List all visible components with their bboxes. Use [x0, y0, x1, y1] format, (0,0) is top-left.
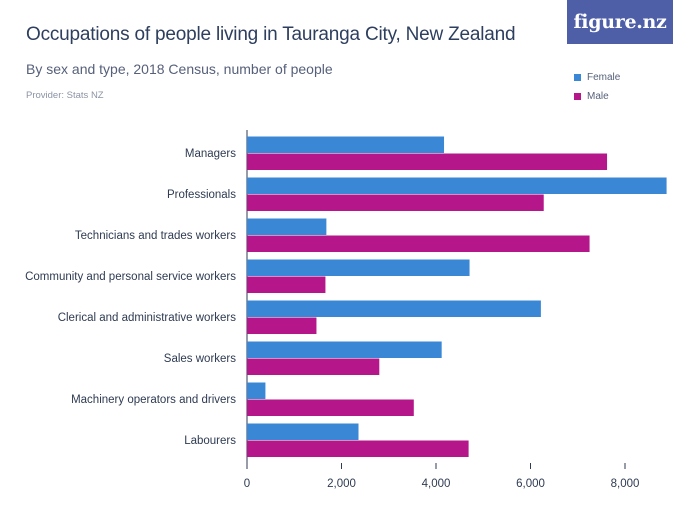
bar-female — [247, 382, 266, 399]
bar-female — [247, 259, 470, 276]
provider-note: Provider: Stats NZ — [26, 90, 104, 101]
legend-label-male: Male — [587, 91, 609, 102]
bar-female — [247, 341, 442, 358]
bar-female — [247, 218, 327, 235]
figure-nz-logo[interactable]: figure.nz — [567, 0, 673, 44]
legend-item-male: Male — [574, 87, 620, 106]
x-tick-label: 4,000 — [422, 478, 451, 490]
bar-female — [247, 300, 541, 317]
legend-item-female: Female — [574, 68, 620, 87]
legend-swatch-male — [574, 93, 581, 100]
x-tick-label: 6,000 — [516, 478, 545, 490]
x-tick-label: 2,000 — [327, 478, 356, 490]
bar-male — [247, 440, 469, 457]
category-label: Labourers — [184, 435, 236, 447]
bar-male — [247, 358, 380, 375]
chart-legend: Female Male — [574, 68, 620, 106]
category-label: Managers — [185, 148, 236, 160]
bar-male — [247, 399, 414, 416]
bar-male — [247, 276, 326, 293]
category-label: Clerical and administrative workers — [58, 312, 237, 324]
chart-subtitle: By sex and type, 2018 Census, number of … — [26, 61, 333, 77]
legend-label-female: Female — [587, 72, 621, 83]
x-tick-label: 8,000 — [611, 478, 640, 490]
category-label: Machinery operators and drivers — [71, 394, 236, 406]
chart-title: Occupations of people living in Tauranga… — [26, 24, 516, 45]
bar-female — [247, 177, 667, 194]
category-label: Sales workers — [164, 353, 236, 365]
bar-male — [247, 317, 317, 334]
bar-female — [247, 136, 445, 153]
bar-male — [247, 194, 544, 211]
bar-male — [247, 235, 590, 252]
category-label: Professionals — [167, 189, 236, 201]
category-label: Community and personal service workers — [25, 271, 236, 283]
legend-swatch-female — [574, 74, 581, 81]
category-label: Technicians and trades workers — [75, 230, 236, 242]
bar-female — [247, 423, 359, 440]
x-tick-label: 0 — [244, 478, 250, 490]
bar-male — [247, 153, 608, 170]
